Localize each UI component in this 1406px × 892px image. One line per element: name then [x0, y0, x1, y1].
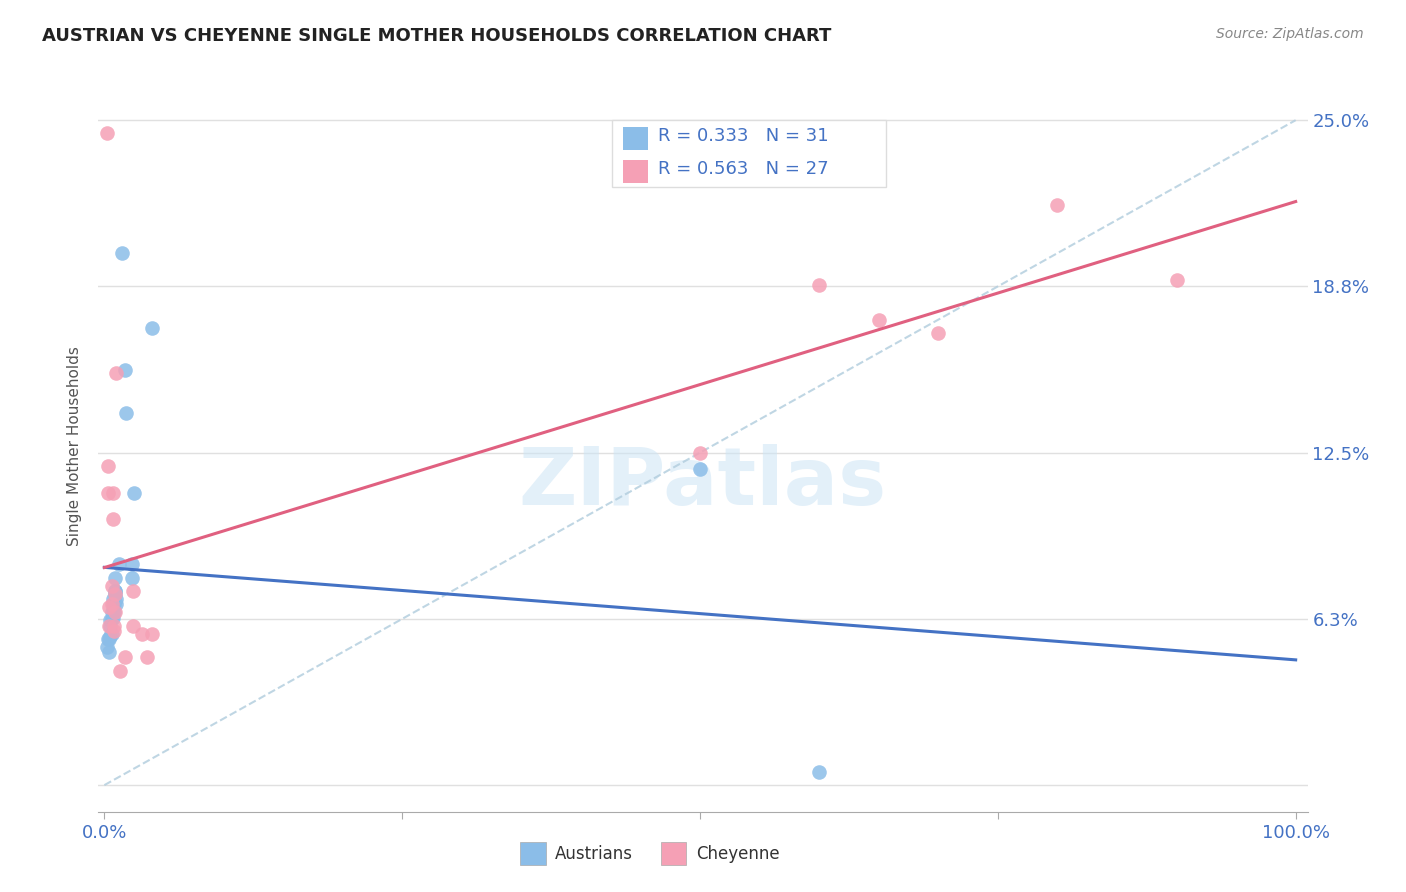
Point [97, 632, 120, 646]
Point [101, 485, 124, 500]
Point [105, 591, 128, 606]
Text: R = 0.333   N = 31: R = 0.333 N = 31 [658, 128, 828, 145]
Point [98, 632, 121, 646]
Point [103, 618, 125, 632]
Point [100, 597, 122, 611]
Point [107, 558, 129, 572]
Point [100, 605, 122, 619]
Point [689, 461, 711, 475]
Point [97, 485, 120, 500]
Point [103, 597, 125, 611]
Point [100, 579, 122, 593]
Point [98, 618, 121, 632]
Text: ZIPatlas: ZIPatlas [519, 443, 887, 522]
Point [104, 586, 127, 600]
Point [100, 626, 122, 640]
Point [101, 512, 124, 526]
Point [108, 664, 131, 678]
Point [103, 605, 125, 619]
Point [103, 624, 125, 638]
Point [101, 591, 124, 606]
Point [104, 584, 127, 599]
Point [121, 571, 143, 585]
Point [105, 597, 128, 611]
Point [122, 584, 145, 599]
Point [100, 610, 122, 624]
Point [808, 764, 831, 779]
Point [121, 558, 143, 572]
Point [101, 597, 124, 611]
Point [98, 599, 121, 614]
Point [98, 645, 121, 659]
Point [98, 613, 121, 627]
Point [96, 127, 118, 141]
Y-axis label: Single Mother Households: Single Mother Households [67, 346, 83, 546]
Point [122, 485, 145, 500]
Point [131, 626, 153, 640]
Point [111, 246, 134, 260]
Point [689, 445, 711, 459]
Text: AUSTRIAN VS CHEYENNE SINGLE MOTHER HOUSEHOLDS CORRELATION CHART: AUSTRIAN VS CHEYENNE SINGLE MOTHER HOUSE… [42, 27, 831, 45]
Point [101, 610, 124, 624]
Point [104, 571, 127, 585]
Point [114, 650, 136, 665]
Point [114, 363, 136, 377]
Point [141, 626, 163, 640]
Point [114, 406, 136, 420]
Point [141, 320, 163, 334]
Point [927, 326, 949, 340]
Point [808, 278, 831, 293]
Point [104, 584, 127, 599]
Text: Cheyenne: Cheyenne [696, 845, 779, 863]
Point [105, 366, 128, 380]
Point [122, 618, 145, 632]
Point [98, 618, 121, 632]
Point [136, 650, 159, 665]
Text: Source: ZipAtlas.com: Source: ZipAtlas.com [1216, 27, 1364, 41]
Text: Austrians: Austrians [555, 845, 633, 863]
Text: R = 0.563   N = 27: R = 0.563 N = 27 [658, 161, 828, 178]
Point [868, 312, 890, 326]
Point [96, 640, 118, 654]
Point [104, 605, 127, 619]
Point [1046, 198, 1069, 212]
Point [1166, 273, 1188, 287]
Point [98, 629, 121, 643]
Point [104, 586, 127, 600]
Point [97, 458, 120, 473]
